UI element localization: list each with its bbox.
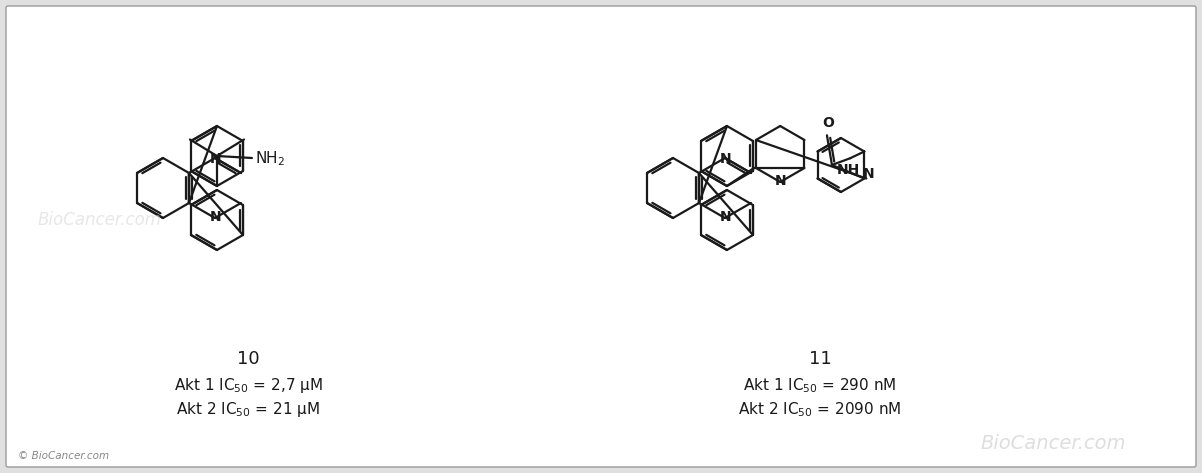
Text: N: N <box>210 152 222 166</box>
Text: © BioCancer.com: © BioCancer.com <box>18 451 109 461</box>
Text: Akt 2 IC$_{50}$ = 21 μM: Akt 2 IC$_{50}$ = 21 μM <box>175 400 320 419</box>
Text: Akt 1 IC$_{50}$ = 290 nM: Akt 1 IC$_{50}$ = 290 nM <box>743 376 897 394</box>
Text: 11: 11 <box>809 350 832 368</box>
Text: N: N <box>210 210 222 224</box>
FancyBboxPatch shape <box>6 6 1196 467</box>
Text: NH: NH <box>837 163 859 177</box>
Text: NH$_2$: NH$_2$ <box>255 149 285 168</box>
Text: BioCancer.com: BioCancer.com <box>38 211 162 229</box>
Text: N: N <box>720 210 732 224</box>
Text: BioCancer.com: BioCancer.com <box>980 434 1125 453</box>
Text: Akt 2 IC$_{50}$ = 2090 nM: Akt 2 IC$_{50}$ = 2090 nM <box>738 400 902 419</box>
Text: O: O <box>822 116 834 130</box>
Text: 10: 10 <box>237 350 260 368</box>
Text: Akt 1 IC$_{50}$ = 2,7 μM: Akt 1 IC$_{50}$ = 2,7 μM <box>173 376 322 395</box>
Text: N: N <box>863 166 874 181</box>
Text: N: N <box>720 152 732 166</box>
Text: N: N <box>774 174 786 188</box>
